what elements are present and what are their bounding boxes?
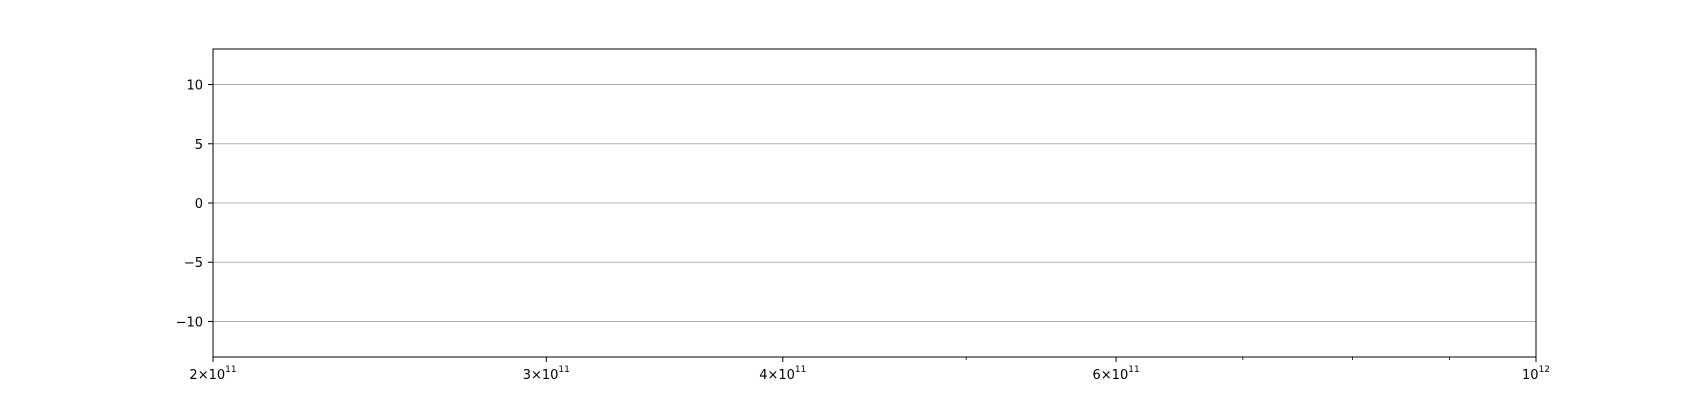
- x-tick-exponent: 11: [558, 365, 569, 375]
- x-tick-exponent: 12: [1539, 365, 1550, 375]
- x-tick-label: 4×1011: [759, 365, 806, 383]
- grid-layer: [213, 84, 1536, 322]
- y-axis: 10 5 0 −5 −10: [176, 79, 213, 330]
- x-tick-label: 2×1011: [189, 365, 236, 383]
- x-tick-label: 1012: [1522, 365, 1550, 383]
- x-tick-mantissa: 6: [1093, 368, 1101, 383]
- y-tick-label: −10: [176, 315, 203, 330]
- x-tick-mantissa: 3: [523, 368, 531, 383]
- y-tick-label: 10: [186, 79, 203, 94]
- x-tick-mantissa: 2: [189, 368, 197, 383]
- x-tick-label: 3×1011: [523, 365, 570, 383]
- x-tick-mantissa: 4: [759, 368, 767, 383]
- y-tick-label: 5: [195, 138, 203, 153]
- x-tick-exponent: 11: [1128, 365, 1139, 375]
- y-tick-label: −5: [184, 256, 203, 271]
- x-tick-exponent: 11: [795, 365, 806, 375]
- x-tick-label: 6×1011: [1093, 365, 1140, 383]
- x-axis: 2×1011 3×1011 4×1011 6×1011 1012: [189, 357, 1550, 383]
- y-tick-label: 0: [195, 197, 203, 212]
- x-tick-exponent: 11: [225, 365, 236, 375]
